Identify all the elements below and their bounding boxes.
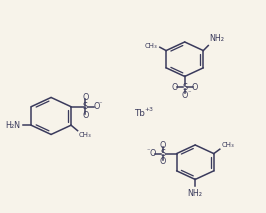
Text: ⁻: ⁻ xyxy=(147,148,150,154)
Text: O: O xyxy=(160,141,166,150)
Text: Tb: Tb xyxy=(134,109,144,118)
Text: O: O xyxy=(171,83,177,92)
Text: NH₂: NH₂ xyxy=(210,35,225,43)
Text: CH₃: CH₃ xyxy=(79,132,92,138)
Text: +3: +3 xyxy=(144,107,153,112)
Text: O: O xyxy=(82,111,89,120)
Text: O: O xyxy=(181,91,188,100)
Text: ⁻: ⁻ xyxy=(187,90,191,96)
Text: CH₃: CH₃ xyxy=(222,142,234,148)
Text: O: O xyxy=(192,83,198,92)
Text: S: S xyxy=(182,83,187,92)
Text: O: O xyxy=(149,149,156,158)
Text: O: O xyxy=(93,102,100,111)
Text: S: S xyxy=(160,149,165,158)
Text: ⁻: ⁻ xyxy=(99,101,102,107)
Text: O: O xyxy=(160,157,166,166)
Text: NH₂: NH₂ xyxy=(188,189,203,198)
Text: H₂N: H₂N xyxy=(5,121,20,130)
Text: CH₃: CH₃ xyxy=(145,43,158,49)
Text: S: S xyxy=(83,102,88,111)
Text: O: O xyxy=(82,93,89,102)
